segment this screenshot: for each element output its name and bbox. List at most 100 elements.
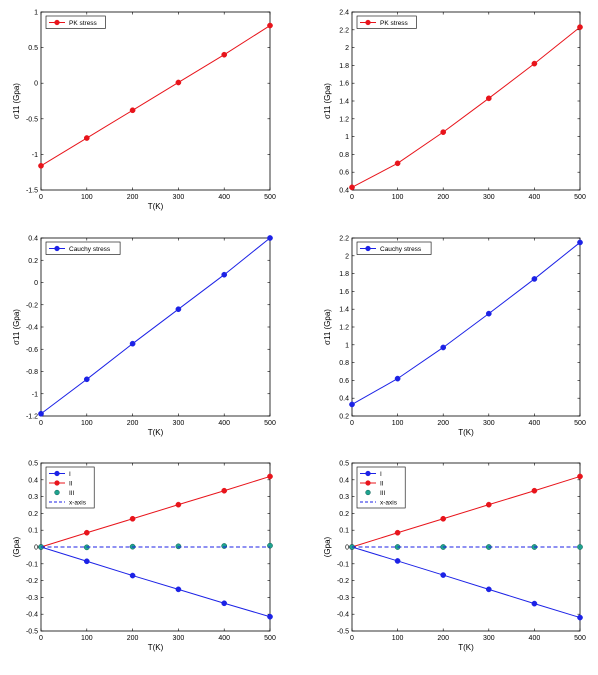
x-tick-label: 300: [483, 635, 495, 642]
data-point: [440, 344, 447, 351]
y-tick-label: 0.6: [339, 170, 349, 177]
data-point: [440, 129, 447, 135]
legend-swatch-marker: [54, 489, 60, 496]
series-line-i: [40, 546, 271, 618]
data-point: [440, 515, 447, 522]
data-point: [531, 60, 538, 67]
x-tick-label: 0: [39, 420, 43, 427]
x-tick-label: 200: [127, 420, 139, 427]
x-tick-label: 300: [173, 194, 185, 201]
legend-swatch-marker: [54, 19, 60, 26]
y-tick-label: 0.4: [28, 477, 38, 484]
y-tick-label: 0.8: [339, 360, 349, 367]
x-tick-label: 500: [264, 194, 276, 201]
y-tick-label: -0.8: [26, 369, 38, 376]
y-tick-label: 0.1: [339, 528, 349, 535]
y-tick-label: 2.2: [339, 27, 349, 34]
data-point: [221, 51, 228, 58]
axes-box: [351, 237, 581, 417]
x-tick-label: 300: [483, 420, 495, 427]
y-tick-label: -0.1: [337, 561, 349, 568]
x-tick-label: 400: [218, 194, 230, 201]
data-point: [175, 501, 182, 508]
legend-label: I: [69, 471, 71, 478]
y-tick-label: 0.6: [339, 378, 349, 385]
y-tick-label: -0.5: [26, 116, 38, 123]
legend-label: II: [380, 480, 384, 487]
x-tick-label: 200: [437, 194, 449, 201]
legend-label: PK stress: [69, 20, 98, 27]
x-tick-label: 200: [437, 420, 449, 427]
y-tick-label: -0.2: [26, 578, 38, 585]
series-line-pk-stress: [40, 25, 271, 167]
y-tick-label: 0.2: [339, 511, 349, 518]
chart-6: 0 100 200 300 400 500 -0.5 -0.4 -0.3 -0.2 -0.1 0 0.1…: [323, 461, 586, 653]
data-point: [485, 310, 492, 317]
legend-swatch-marker: [365, 480, 371, 486]
x-tick-label: 0: [350, 194, 354, 201]
data-point: [129, 340, 136, 347]
x-tick-label: 100: [392, 420, 404, 427]
data-point: [221, 543, 228, 549]
y-tick-label: 0: [34, 545, 38, 552]
data-point: [267, 22, 273, 29]
y-tick-label: 1.6: [339, 289, 349, 296]
data-point: [175, 543, 182, 550]
y-tick-label: 0.5: [339, 461, 349, 468]
data-point: [577, 239, 583, 246]
y-tick-label: 0.5: [28, 45, 38, 52]
y-tick-label: 1.2: [339, 325, 349, 332]
y-tick-label: 1.6: [339, 81, 349, 88]
y-tick-label: 1.2: [339, 116, 349, 123]
y-tick-label: 0.1: [28, 528, 38, 535]
y-tick-label: 2: [345, 253, 349, 260]
x-tick-label: 0: [350, 635, 354, 642]
y-tick-label: -0.3: [26, 595, 38, 602]
x-tick-label: 400: [218, 420, 230, 427]
x-axis-label: T(K): [148, 428, 164, 437]
y-axis-label: σ11 (Gpa): [323, 83, 332, 119]
y-tick-label: 1.8: [339, 271, 349, 278]
x-tick-label: 500: [574, 420, 586, 427]
legend-label: I: [380, 471, 382, 478]
y-tick-label: 1: [345, 342, 349, 349]
y-tick-label: -1: [32, 152, 38, 159]
x-tick-label: 400: [529, 635, 541, 642]
y-tick-label: 0: [345, 545, 349, 552]
y-tick-label: 0.4: [28, 236, 38, 243]
data-point: [349, 184, 355, 191]
x-tick-label: 500: [574, 635, 586, 642]
y-tick-label: -0.2: [337, 578, 349, 585]
x-tick-label: 200: [127, 635, 139, 642]
legend-label: PK stress: [380, 20, 409, 27]
legend-swatch-marker: [365, 470, 371, 477]
x-tick-label: 300: [173, 635, 185, 642]
y-tick-label: 1.4: [339, 307, 349, 314]
series-line-i: [351, 546, 581, 619]
series-line-ii: [40, 475, 271, 548]
data-point: [577, 473, 583, 480]
y-tick-label: -0.4: [26, 612, 38, 619]
y-axis-label: (Gpa): [323, 536, 332, 557]
legend-label: x-axis: [380, 499, 398, 506]
legend-label: Cauchy stress: [380, 246, 422, 253]
data-point: [83, 376, 90, 383]
chart-3: 0 100 200 300 400 500 -1.2 -1 -0.8 -0.6 -0.4 -0.2 0 0…: [12, 235, 276, 437]
x-tick-label: 100: [81, 194, 93, 201]
y-tick-label: 0.2: [339, 414, 349, 421]
legend-label: x-axis: [69, 499, 87, 506]
y-tick-label: -0.5: [337, 629, 349, 636]
data-point: [175, 79, 182, 86]
data-point: [267, 613, 273, 620]
chart-2: 0 100 200 300 400 500 0.4 0.6 0.8 1 1.2 1.4 1.6 1.8 2 2…: [323, 10, 586, 202]
y-tick-label: 0.8: [339, 152, 349, 159]
y-tick-label: 1.8: [339, 63, 349, 70]
legend-swatch-marker: [365, 489, 371, 496]
data-point: [485, 586, 492, 593]
data-point: [38, 410, 44, 417]
data-point: [485, 501, 492, 508]
x-axis-label: T(K): [458, 643, 474, 652]
y-tick-label: 0: [34, 280, 38, 287]
y-tick-label: 0.2: [28, 258, 38, 265]
